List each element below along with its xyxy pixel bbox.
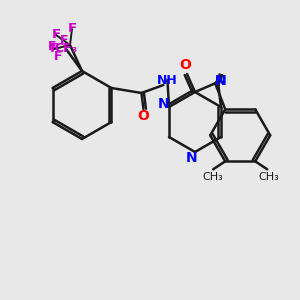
Text: NH: NH bbox=[157, 74, 178, 86]
Text: N: N bbox=[214, 74, 226, 88]
Text: F: F bbox=[60, 34, 68, 47]
Text: N: N bbox=[214, 74, 226, 88]
Text: CH₃: CH₃ bbox=[203, 172, 224, 182]
Text: N: N bbox=[186, 151, 198, 165]
Text: F: F bbox=[54, 50, 62, 64]
Text: F: F bbox=[68, 22, 76, 35]
Text: F: F bbox=[50, 43, 58, 56]
Text: O: O bbox=[179, 58, 191, 72]
Text: CF₃: CF₃ bbox=[54, 43, 78, 56]
Text: F: F bbox=[51, 28, 61, 41]
Text: O: O bbox=[137, 109, 149, 123]
Text: N: N bbox=[158, 97, 170, 111]
Text: F: F bbox=[48, 40, 56, 53]
Text: CH₃: CH₃ bbox=[259, 172, 280, 182]
